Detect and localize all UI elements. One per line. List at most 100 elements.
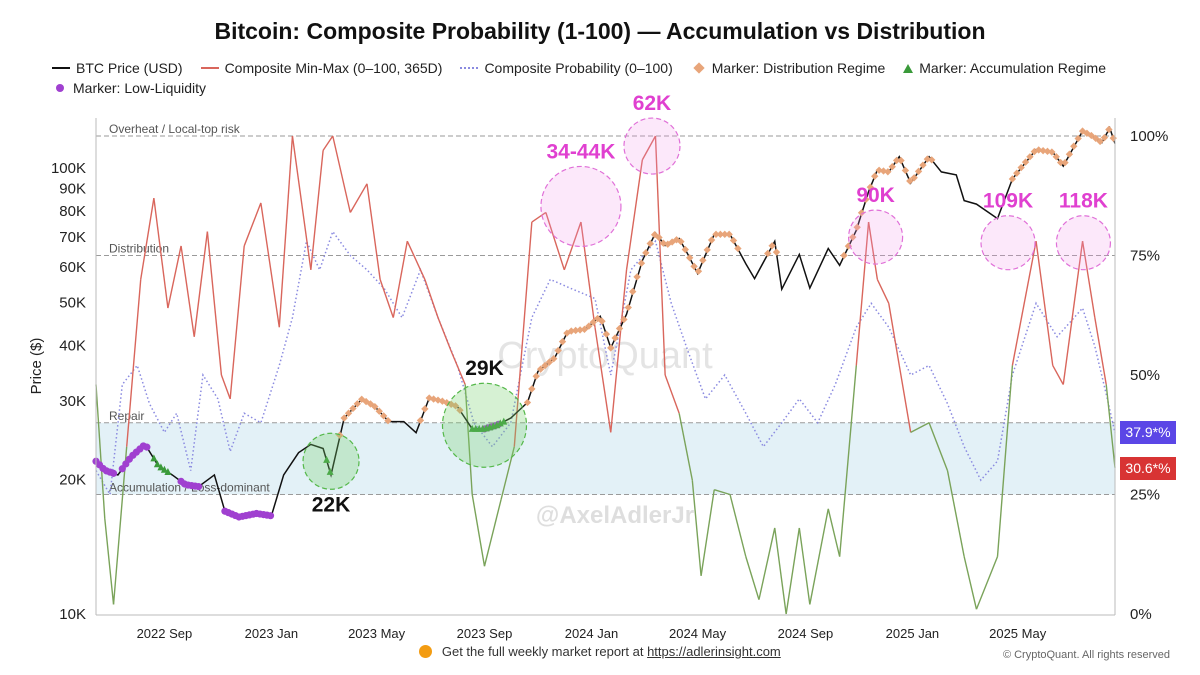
distribution-marker <box>768 242 776 250</box>
distribution-marker <box>384 416 392 425</box>
x-tick-label: 2025 May <box>989 626 1047 641</box>
composite-minmax-segment <box>838 365 858 557</box>
distribution-marker <box>620 315 628 324</box>
y-left-tick-label: 100K <box>51 160 86 177</box>
distribution-marker <box>349 404 357 413</box>
line-swatch-icon <box>52 67 70 69</box>
x-tick-label: 2024 Sep <box>778 626 834 641</box>
annotation-label: 62K <box>633 92 672 115</box>
watermark-handle: @AxelAdlerJr <box>536 502 694 529</box>
composite-minmax-segment <box>366 183 381 280</box>
accumulation-marker <box>160 465 168 473</box>
composite-minmax-segment <box>700 489 715 576</box>
distribution-marker <box>532 372 540 380</box>
composite-minmax-segment <box>580 221 596 328</box>
composite-minmax-segment <box>888 303 900 366</box>
composite-minmax-segment <box>1052 365 1064 385</box>
composite-minmax-segment <box>140 198 155 280</box>
accumulation-marker <box>493 421 501 429</box>
y-axis-title: Price ($) <box>28 338 45 395</box>
distribution-marker <box>840 251 848 260</box>
triangle-icon <box>903 63 914 73</box>
annotation-label: 109K <box>983 190 1033 213</box>
annotation-label: 22K <box>312 493 351 516</box>
composite-minmax-segment <box>291 135 312 270</box>
distribution-marker <box>1013 169 1021 177</box>
annotation-circle <box>623 117 681 175</box>
report-link[interactable]: https://adlerinsight.com <box>647 644 781 659</box>
annotation-circle <box>540 165 622 248</box>
y-left-tick-label: 50K <box>59 294 86 311</box>
x-tick-label: 2023 Sep <box>457 626 513 641</box>
dotted-swatch-icon <box>460 67 479 69</box>
composite-minmax-segment <box>691 480 702 576</box>
legend-item-composite-minmax[interactable]: Composite Min-Max (0–100, 365D) <box>200 60 442 76</box>
composite-minmax-segment <box>531 211 547 223</box>
legend-label: Marker: Accumulation Regime <box>919 60 1107 76</box>
distribution-marker <box>1056 158 1065 167</box>
composite-minmax-segment <box>678 413 694 481</box>
distribution-marker <box>624 303 632 312</box>
distribution-marker <box>340 414 348 422</box>
composite-minmax-segment <box>664 374 680 414</box>
distribution-marker <box>545 358 554 366</box>
distribution-marker <box>703 246 711 254</box>
composite-minmax-segment <box>1105 384 1116 468</box>
distribution-marker <box>637 259 646 267</box>
composite-minmax-segment <box>332 135 351 213</box>
footer: Get the full weekly market report at htt… <box>0 644 1200 659</box>
distribution-marker <box>1008 175 1017 183</box>
distribution-marker <box>607 344 615 352</box>
composite-minmax-segment <box>153 198 169 309</box>
composite-minmax-segment <box>229 245 245 399</box>
legend-item-btc-price[interactable]: BTC Price (USD) <box>52 60 183 76</box>
distribution-marker <box>598 317 606 325</box>
composite-minmax-segment <box>641 135 657 161</box>
annotation-label: 90K <box>856 184 895 207</box>
annotation-circle <box>302 432 360 490</box>
composite-minmax-segment <box>625 159 644 270</box>
y-right-tick-label: 50% <box>1130 367 1160 384</box>
distribution-marker <box>901 166 910 175</box>
annotation-circle <box>847 209 904 265</box>
legend-label: BTC Price (USD) <box>76 60 183 76</box>
legend-item-composite-probability[interactable]: Composite Probability (0–100) <box>460 60 673 76</box>
current-probability-badge: 37.9*% <box>1120 420 1176 444</box>
composite-minmax-segment <box>975 556 999 610</box>
footer-text: Get the full weekly market report at <box>441 644 644 659</box>
low-liquidity-marker <box>143 443 151 451</box>
distribution-marker <box>1100 133 1109 142</box>
distribution-marker <box>528 385 536 393</box>
distribution-marker <box>857 209 866 217</box>
circle-icon <box>56 84 64 92</box>
accumulation-marker <box>323 455 331 463</box>
distribution-marker <box>721 230 729 239</box>
x-tick-label: 2024 May <box>669 626 727 641</box>
distribution-marker <box>421 405 429 413</box>
distribution-marker <box>633 273 641 281</box>
legend-item-accumulation-marker[interactable]: Marker: Accumulation Regime <box>903 60 1106 76</box>
composite-minmax-segment <box>774 527 787 615</box>
accumulation-marker <box>153 460 161 468</box>
composite-minmax-segment <box>220 374 231 400</box>
low-liquidity-marker <box>266 512 275 520</box>
distribution-marker <box>725 230 733 239</box>
y-right-tick-label: 0% <box>1130 606 1152 623</box>
legend-item-low-liquidity-marker[interactable]: Marker: Low-Liquidity <box>52 80 206 96</box>
legend-item-distribution-marker[interactable]: Marker: Distribution Regime <box>691 60 886 76</box>
legend-label: Marker: Distribution Regime <box>711 60 886 76</box>
composite-minmax-segment <box>167 245 182 309</box>
composite-minmax-segment <box>406 240 426 280</box>
composite-minmax-segment <box>322 135 334 151</box>
distribution-marker <box>567 327 575 335</box>
distribution-marker <box>694 267 703 275</box>
composite-minmax-segment <box>855 221 870 366</box>
distribution-marker <box>375 407 383 415</box>
watermark-brand: CryptoQuant <box>497 335 713 377</box>
distribution-marker <box>580 325 589 334</box>
distribution-marker <box>572 326 580 335</box>
composite-minmax-segment <box>610 269 628 433</box>
y-left-tick-label: 10K <box>59 606 86 623</box>
distribution-marker <box>716 230 725 239</box>
x-tick-label: 2025 Jan <box>886 626 940 641</box>
